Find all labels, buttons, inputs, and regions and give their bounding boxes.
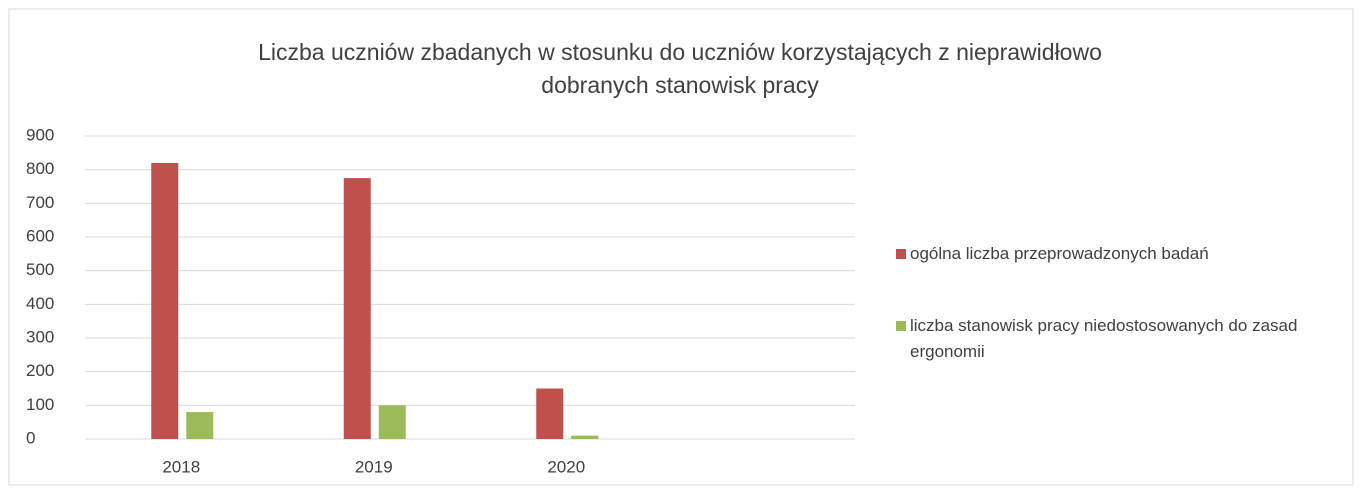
- x-tick-label: 2020: [547, 457, 585, 476]
- bar: [378, 405, 406, 439]
- bar: [536, 388, 564, 439]
- y-tick-label: 400: [26, 294, 54, 313]
- y-tick-label: 500: [26, 260, 54, 279]
- x-tick-label: 2019: [355, 457, 393, 476]
- y-tick-label: 100: [26, 395, 54, 414]
- chart-title: dobranych stanowisk pracy: [541, 72, 819, 98]
- legend-label: liczba stanowisk pracy niedostosowanych …: [910, 316, 1298, 361]
- bar: [151, 162, 179, 439]
- chart-title: Liczba uczniów zbadanych w stosunku do u…: [258, 39, 1102, 65]
- y-tick-label: 800: [26, 159, 54, 178]
- y-tick-label: 700: [26, 193, 54, 212]
- legend-label: ogólna liczba przeprowadzonych badań: [910, 244, 1209, 263]
- y-tick-label: 900: [26, 125, 54, 144]
- y-tick-label: 600: [26, 226, 54, 245]
- y-tick-label: 200: [26, 361, 54, 380]
- legend-swatch: [896, 249, 906, 259]
- bar: [571, 435, 599, 439]
- legend-swatch: [896, 321, 906, 331]
- y-tick-label: 0: [26, 428, 35, 447]
- y-tick-label: 300: [26, 327, 54, 346]
- x-tick-label: 2018: [162, 457, 200, 476]
- bar: [343, 178, 371, 440]
- bar: [186, 412, 214, 439]
